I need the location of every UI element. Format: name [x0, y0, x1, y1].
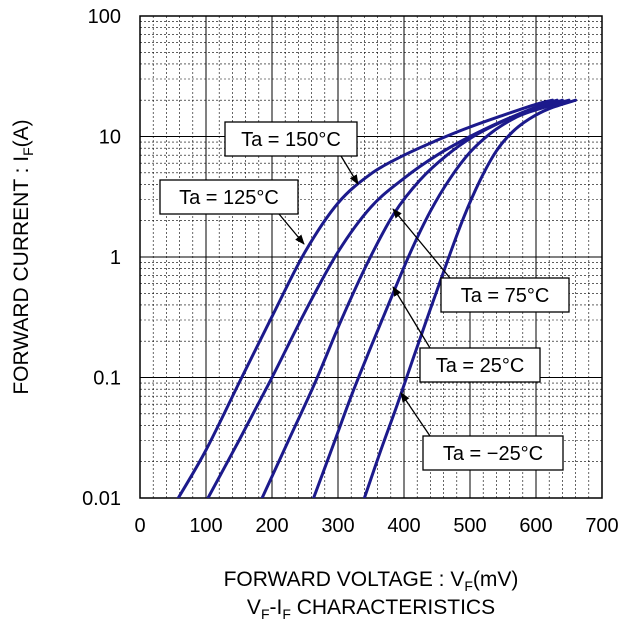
callout-layer: Ta = 150°C Ta = 125°C Ta = 75°C Ta = 25°C Ta…	[159, 121, 570, 471]
callout-arrow	[400, 392, 431, 437]
x-tick-label: 300	[321, 515, 354, 537]
chart-title: VF-IF CHARACTERISTICS	[247, 596, 495, 622]
callout-arrow	[392, 208, 451, 279]
callout-arrow	[340, 155, 359, 185]
callout: Ta = 25°C	[392, 286, 541, 383]
callout: Ta = 125°C	[159, 179, 305, 245]
callout-label: Ta = 75°C	[461, 285, 550, 307]
callout-arrow	[392, 286, 431, 349]
x-tick-label: 400	[387, 515, 420, 537]
callout-box	[440, 277, 570, 313]
y-tick-label: 100	[88, 6, 121, 28]
x-tick-label: 500	[453, 515, 486, 537]
callout-box	[422, 435, 564, 471]
callout-label: Ta = 25°C	[436, 355, 525, 377]
series-line-2	[260, 98, 564, 498]
callout-label: Ta = 125°C	[179, 187, 279, 209]
series-line-0	[176, 98, 554, 498]
callout-label: Ta = 150°C	[241, 129, 341, 151]
callout: Ta = 75°C	[392, 208, 570, 313]
x-tick-label: 600	[519, 515, 552, 537]
callout: Ta = −25°C	[400, 392, 564, 471]
y-tick-label: 1	[110, 247, 121, 269]
y-axis-label: FORWARD CURRENT : IF(A)	[10, 119, 36, 394]
series-line-3	[312, 98, 571, 498]
x-tick-labels: 0 100 200 300 400 500 600 700	[134, 515, 618, 537]
callout-arrow	[278, 213, 305, 245]
series-line-4	[362, 98, 578, 498]
x-tick-label: 200	[255, 515, 288, 537]
x-tick-label: 700	[585, 515, 618, 537]
x-tick-label: 0	[134, 515, 145, 537]
callout-box	[159, 179, 299, 215]
y-tick-labels: 0.01 0.1 1 10 100	[82, 6, 121, 510]
x-axis-label: FORWARD VOLTAGE : VF(mV)	[224, 568, 519, 594]
callout-box	[224, 121, 358, 157]
x-tick-label: 100	[189, 515, 222, 537]
plot-frame	[139, 15, 603, 499]
y-tick-label: 10	[99, 127, 121, 149]
callout-label: Ta = −25°C	[443, 443, 543, 465]
y-tick-label: 0.01	[82, 488, 121, 510]
callout: Ta = 150°C	[224, 121, 359, 185]
series-layer	[176, 98, 578, 498]
y-tick-label: 0.1	[93, 368, 121, 390]
callout-box	[419, 347, 541, 383]
